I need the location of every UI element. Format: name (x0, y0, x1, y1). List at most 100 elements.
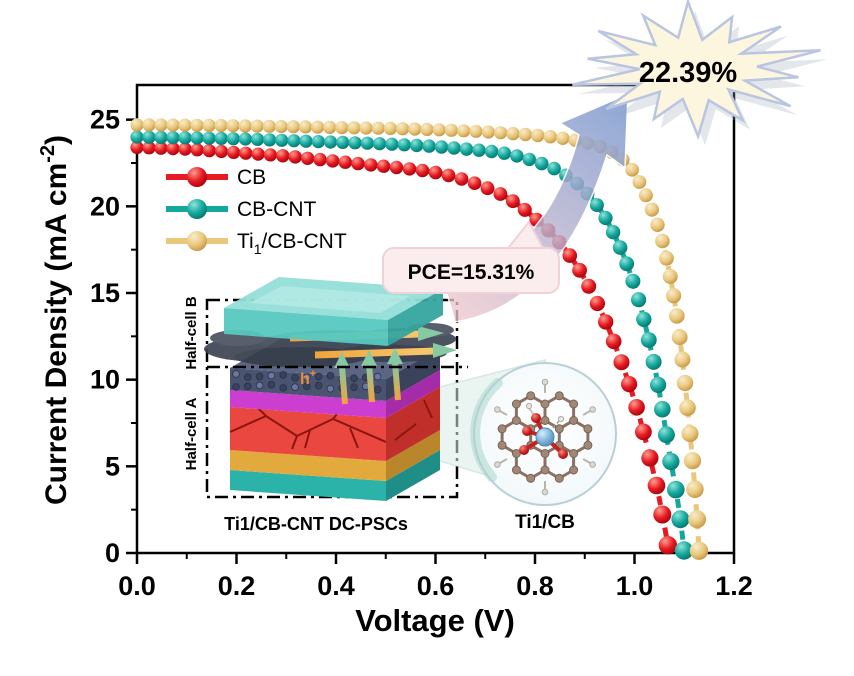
oxygen-atom (519, 445, 529, 455)
oxygen-atom (522, 426, 532, 436)
curve-bead (313, 152, 327, 167)
curve-bead (396, 122, 410, 136)
curve-bead (506, 194, 520, 209)
legend-label-ti1-post: /CB-CNT (262, 230, 347, 253)
pce-bubble-body (382, 247, 560, 294)
legend-label-cb-text: CB (237, 166, 266, 189)
carbon-particle (267, 380, 276, 389)
curve-bead (598, 210, 613, 226)
curve-bead (659, 250, 674, 266)
carbon-atom (511, 449, 521, 458)
carbon-atom (554, 473, 564, 483)
x-tick-label: 0.6 (417, 571, 455, 601)
efficiency-starburst: 22.39% (572, 0, 828, 146)
curve-bead (250, 132, 265, 146)
curve-bead (679, 399, 696, 417)
curve-bead (299, 134, 313, 148)
hydrogen-atom (541, 378, 549, 386)
curve-bead (572, 262, 587, 278)
curve-bead (190, 143, 204, 157)
particle-dots (232, 370, 382, 394)
curve-bead (598, 314, 614, 330)
curve-bead (662, 452, 680, 471)
curve-bead (613, 354, 630, 371)
hydrogen-atom (589, 406, 596, 413)
curve-bead (653, 505, 672, 524)
curve-bead (360, 136, 374, 150)
hydroxyl-hydrogen (525, 402, 533, 410)
molecule-magnifier-inset: Ti1/CB (470, 362, 617, 533)
curve-bead (154, 118, 168, 132)
carbon-particle (244, 382, 252, 391)
curve-bead (323, 120, 337, 134)
curve-bead (650, 217, 665, 232)
curve-bead (371, 121, 385, 135)
curve-bead (376, 159, 391, 173)
curve-bead (681, 425, 699, 443)
curve-bead (632, 175, 647, 189)
legend: CB CB-CNT Ti1/CB-CNT (166, 166, 347, 257)
curve-bead (202, 144, 216, 158)
curve-bead (472, 143, 486, 157)
curve-bead (688, 510, 707, 529)
curve-bead (531, 128, 545, 143)
curve-bead (323, 135, 338, 149)
ti-h-dashed-bond (544, 419, 561, 438)
carbon-atom (526, 473, 536, 483)
carbon-atom (554, 424, 564, 434)
hole-label-h: h (300, 371, 310, 388)
curve-bead (669, 308, 685, 324)
curve-bead (251, 147, 265, 161)
curve-bead (166, 142, 180, 156)
ti-single-atom-molecule (494, 378, 596, 496)
bubble-highlight (470, 378, 503, 482)
y-tick-label: 10 (90, 365, 120, 395)
curve-bead (410, 138, 424, 153)
hydrogen-atom (494, 461, 501, 468)
half-cell-b-label: Half-cell B (183, 296, 200, 370)
curve-bead (638, 188, 653, 203)
carbon-atom (511, 399, 521, 409)
curve-bead (166, 118, 180, 132)
curve-bead (338, 155, 352, 169)
curve-bead (625, 162, 639, 177)
y-axis-title-main: Current Density (mA cm (40, 163, 73, 505)
carbon-atom (540, 449, 550, 458)
legend-label-cb-cnt-text: CB-CNT (237, 198, 316, 221)
curve-bead (543, 130, 557, 144)
curve-bead (364, 158, 378, 172)
curve-bead (658, 536, 678, 555)
curve-bead (671, 329, 688, 346)
curve-bead (287, 134, 301, 148)
curve-bead (457, 124, 471, 138)
curve-bead (434, 140, 449, 154)
curve-bead (288, 150, 302, 164)
curve-bead (214, 118, 228, 133)
x-tick-label: 1.0 (616, 571, 654, 601)
curve-bead (581, 278, 597, 294)
curve-bead (589, 198, 604, 213)
curve-bead (645, 353, 662, 370)
curve-bead (227, 145, 241, 159)
curve-bead (347, 121, 361, 135)
axis-ticks: 0.0 0.2 0.4 0.6 0.8 1.0 1.2 0 5 10 15 20 25 (90, 105, 753, 601)
molecule-caption: Ti1/CB (515, 512, 575, 533)
layer-perovskite (229, 387, 440, 461)
curve-bead (415, 163, 430, 178)
curve-bead (130, 130, 144, 144)
pce-annotation-bubble: PCE=15.31% (382, 220, 560, 294)
curve-bead (214, 144, 228, 159)
curve-bead (644, 202, 660, 217)
curve-bead (441, 168, 456, 183)
y-tick-label: 5 (105, 451, 120, 481)
legend-item-ti1-cb-cnt: Ti1/CB-CNT (166, 230, 347, 257)
carbon-atom (569, 449, 579, 458)
curve-bead (238, 132, 252, 146)
carbon-particle (314, 372, 323, 381)
curve-bead (686, 480, 704, 499)
curve-bead (654, 400, 671, 418)
curve-bead (130, 140, 144, 154)
curve-bead (359, 121, 373, 135)
legend-label-ti1-sub: 1 (254, 241, 262, 257)
